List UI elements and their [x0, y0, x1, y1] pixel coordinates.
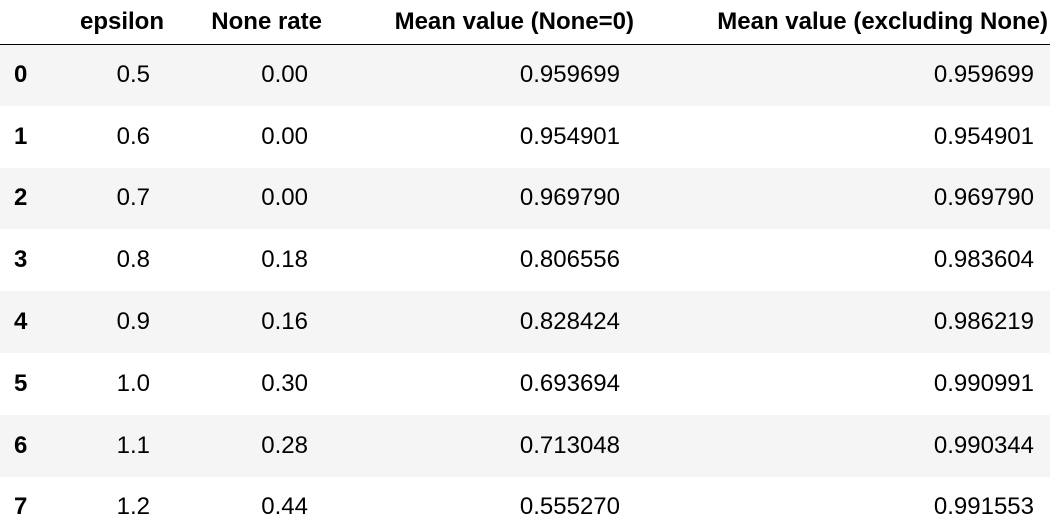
- header-none-rate: None rate: [166, 0, 324, 45]
- cell-epsilon: 1.2: [116, 493, 150, 521]
- cell-mean-excluding: 0.991553: [933, 493, 1034, 521]
- cell-none-rate: 0.00: [261, 184, 308, 212]
- cell-none-rate: 0.00: [261, 122, 308, 150]
- cell-none-rate: 0.44: [261, 493, 308, 521]
- cell-none-rate: 0.18: [261, 246, 308, 274]
- cell-mean-none0: 0.828424: [519, 308, 620, 336]
- cell-epsilon: 0.5: [116, 61, 150, 89]
- row-index: 2: [14, 184, 28, 212]
- cell-mean-excluding: 0.969790: [933, 184, 1034, 212]
- cell-none-rate: 0.00: [261, 61, 308, 89]
- cell-mean-none0: 0.713048: [519, 431, 620, 459]
- cell-mean-excluding: 0.954901: [933, 122, 1034, 150]
- header-index: [0, 0, 42, 45]
- header-mean-none0: Mean value (None=0): [324, 0, 636, 45]
- row-index: 4: [14, 308, 28, 336]
- header-mean-excluding: Mean value (excluding None): [636, 0, 1050, 45]
- table-row: 6 1.1 0.28 0.713048 0.990344: [0, 414, 1050, 477]
- cell-none-rate: 0.16: [261, 308, 308, 336]
- row-index: 5: [14, 369, 28, 397]
- table-header: epsilon None rate Mean value (None=0) Me…: [0, 0, 1050, 45]
- row-index: 1: [14, 122, 28, 150]
- cell-epsilon: 1.1: [116, 431, 150, 459]
- table-body: 0 0.5 0.00 0.959699 0.959699 1 0.6 0.00 …: [0, 44, 1050, 522]
- header-row: epsilon None rate Mean value (None=0) Me…: [0, 0, 1050, 45]
- cell-mean-excluding: 0.959699: [933, 61, 1034, 89]
- cell-mean-none0: 0.959699: [519, 61, 620, 89]
- cell-mean-none0: 0.555270: [519, 493, 620, 521]
- cell-epsilon: 0.7: [116, 184, 150, 212]
- cell-mean-none0: 0.693694: [519, 369, 620, 397]
- cell-mean-none0: 0.969790: [519, 184, 620, 212]
- row-index: 3: [14, 246, 28, 274]
- table-row: 7 1.2 0.44 0.555270 0.991553: [0, 476, 1050, 522]
- table-row: 0 0.5 0.00 0.959699 0.959699: [0, 44, 1050, 106]
- row-index: 7: [14, 493, 28, 521]
- cell-mean-excluding: 0.990991: [933, 369, 1034, 397]
- cell-none-rate: 0.28: [261, 431, 308, 459]
- table-row: 3 0.8 0.18 0.806556 0.983604: [0, 229, 1050, 292]
- table-row: 4 0.9 0.16 0.828424 0.986219: [0, 291, 1050, 353]
- table-row: 5 1.0 0.30 0.693694 0.990991: [0, 352, 1050, 415]
- header-epsilon: epsilon: [42, 0, 166, 45]
- cell-mean-excluding: 0.990344: [933, 431, 1034, 459]
- cell-epsilon: 0.8: [116, 246, 150, 274]
- table-row: 1 0.6 0.00 0.954901 0.954901: [0, 105, 1050, 168]
- cell-none-rate: 0.30: [261, 369, 308, 397]
- row-index: 0: [14, 61, 28, 89]
- cell-mean-none0: 0.806556: [519, 246, 620, 274]
- cell-epsilon: 0.6: [116, 122, 150, 150]
- table-row: 2 0.7 0.00 0.969790 0.969790: [0, 167, 1050, 230]
- row-index: 6: [14, 431, 28, 459]
- cell-mean-none0: 0.954901: [519, 122, 620, 150]
- cell-epsilon: 1.0: [116, 369, 150, 397]
- cell-mean-excluding: 0.983604: [933, 246, 1034, 274]
- cell-mean-excluding: 0.986219: [933, 308, 1034, 336]
- cell-epsilon: 0.9: [116, 308, 150, 336]
